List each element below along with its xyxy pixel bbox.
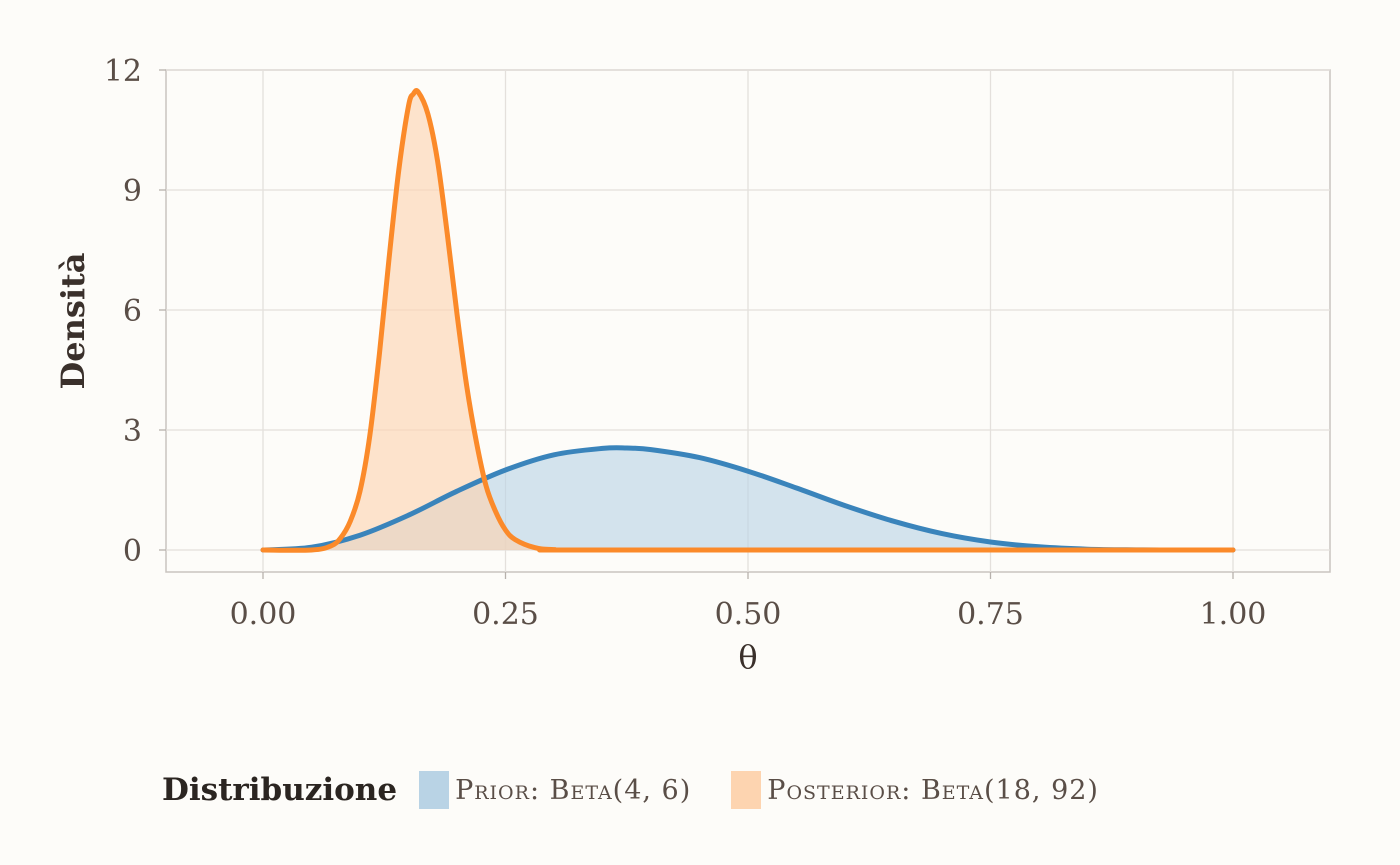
x-tick-label: 0.25 bbox=[472, 597, 539, 632]
legend-swatch-prior bbox=[419, 771, 450, 809]
y-tick-label: 6 bbox=[123, 294, 142, 329]
legend-title: Distribuzione bbox=[162, 772, 398, 808]
y-tick-label: 3 bbox=[123, 414, 142, 449]
grid-lines bbox=[166, 69, 1330, 572]
density-lines bbox=[260, 88, 1236, 553]
x-tick-label: 1.00 bbox=[1200, 597, 1267, 632]
x-tick-label: 0.50 bbox=[715, 597, 782, 632]
y-tick-label: 9 bbox=[123, 174, 142, 209]
axes: 0.00 0.25 0.50 0.75 1.00 0 3 6 9 12 bbox=[104, 54, 1267, 632]
legend: Distribuzione Prior: Beta(4, 6) Posterio… bbox=[162, 766, 1139, 814]
legend-swatch-posterior bbox=[731, 771, 762, 809]
x-tick-label: 0.75 bbox=[957, 597, 1024, 632]
line-posterior bbox=[260, 88, 1236, 553]
y-axis-title: Densità bbox=[54, 252, 92, 389]
x-tick-label: 0.00 bbox=[230, 597, 297, 632]
legend-item-prior: Prior: Beta(4, 6) bbox=[419, 771, 691, 809]
x-axis-title: θ bbox=[738, 638, 757, 676]
y-tick-label: 0 bbox=[123, 534, 142, 569]
legend-item-posterior: Posterior: Beta(18, 92) bbox=[731, 771, 1099, 809]
area-prior bbox=[263, 447, 1233, 551]
y-tick-label: 12 bbox=[104, 54, 142, 89]
legend-label-posterior: Posterior: Beta(18, 92) bbox=[767, 774, 1099, 806]
legend-label-prior: Prior: Beta(4, 6) bbox=[455, 774, 692, 806]
